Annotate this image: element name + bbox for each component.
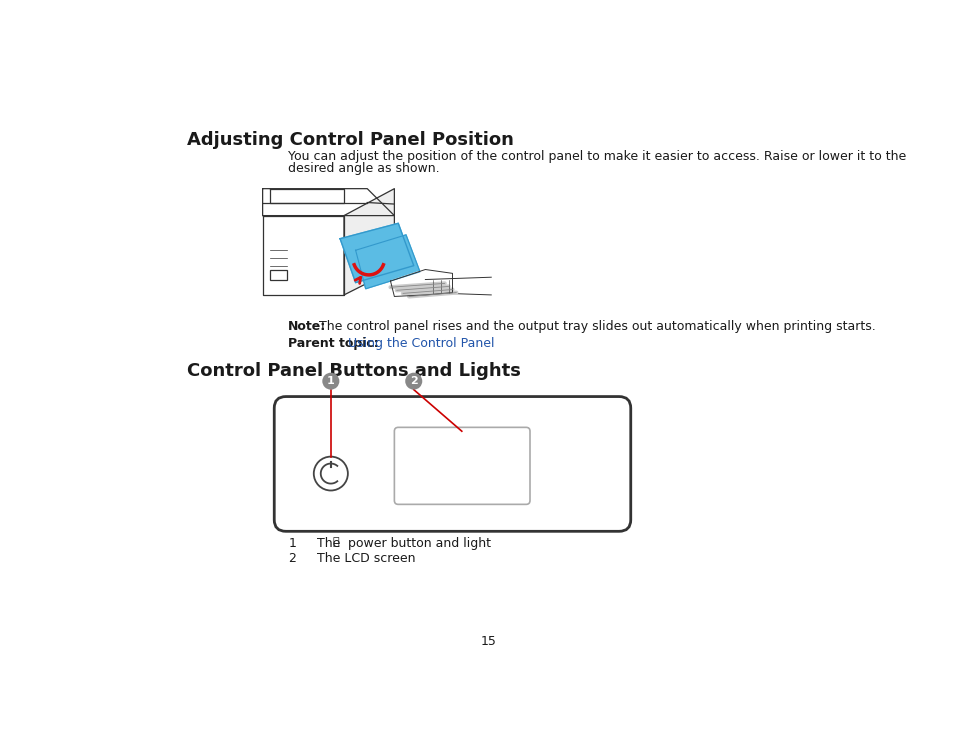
Circle shape — [314, 457, 348, 491]
Circle shape — [405, 373, 422, 390]
Text: 2: 2 — [410, 376, 417, 386]
Text: Control Panel Buttons and Lights: Control Panel Buttons and Lights — [187, 362, 520, 380]
FancyBboxPatch shape — [394, 427, 530, 504]
Bar — [270, 270, 286, 280]
Text: Parent topic:: Parent topic: — [288, 337, 378, 351]
Polygon shape — [344, 189, 394, 295]
Polygon shape — [355, 235, 419, 289]
Text: The: The — [316, 537, 344, 551]
Polygon shape — [425, 273, 491, 295]
Text: power button and light: power button and light — [344, 537, 491, 551]
Text: Adjusting Control Panel Position: Adjusting Control Panel Position — [187, 131, 514, 149]
Polygon shape — [340, 224, 414, 283]
Text: The LCD screen: The LCD screen — [316, 552, 415, 565]
Text: desired angle as shown.: desired angle as shown. — [288, 162, 439, 176]
Polygon shape — [262, 215, 344, 295]
Text: 1: 1 — [327, 376, 335, 386]
Polygon shape — [262, 189, 394, 215]
Text: The control panel rises and the output tray slides out automatically when printi: The control panel rises and the output t… — [315, 320, 875, 333]
Text: ⏻: ⏻ — [332, 537, 338, 548]
Text: Note:: Note: — [288, 320, 326, 333]
Polygon shape — [390, 269, 452, 297]
Text: 15: 15 — [480, 635, 497, 648]
Text: Using the Control Panel: Using the Control Panel — [348, 337, 494, 351]
Text: 1: 1 — [288, 537, 295, 551]
Circle shape — [322, 373, 339, 390]
Text: You can adjust the position of the control panel to make it easier to access. Ra: You can adjust the position of the contr… — [288, 150, 905, 163]
Text: 2: 2 — [288, 552, 295, 565]
FancyBboxPatch shape — [274, 396, 630, 531]
